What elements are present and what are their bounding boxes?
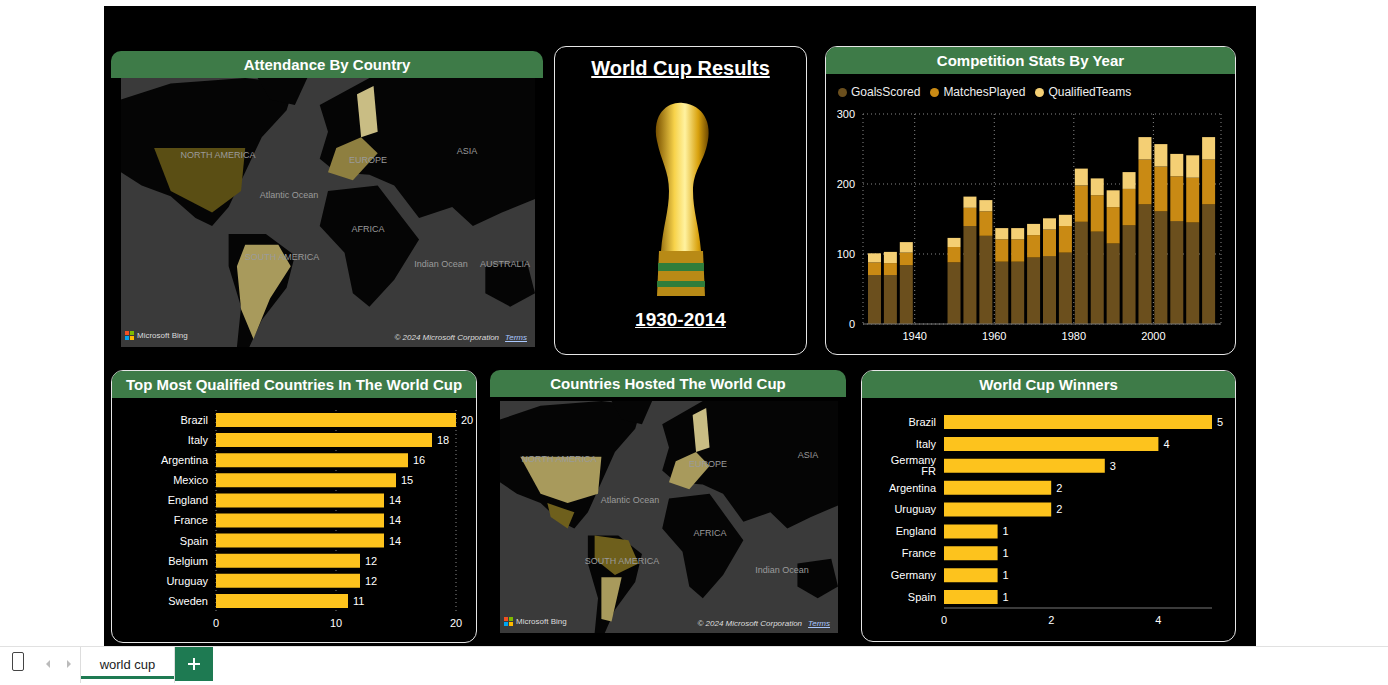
html-text:AFRICA: AFRICA (693, 528, 727, 538)
svg-text:3: 3 (1110, 460, 1116, 472)
html-text:Top Most Qualified Countries I: Top Most Qualified Countries In The Worl… (126, 376, 462, 393)
html-text:GoalsScored: GoalsScored (851, 85, 921, 99)
svg-text:2: 2 (1056, 482, 1062, 494)
html-text:MatchesPlayed: MatchesPlayed (943, 85, 1026, 99)
svg-text:0: 0 (213, 617, 219, 629)
html-text:EUROPE: EUROPE (349, 155, 387, 165)
svg-text:Sweden: Sweden (168, 595, 208, 607)
svg-text:1: 1 (1003, 525, 1009, 537)
svg-text:France: France (902, 547, 936, 559)
html-text:Indian Ocean: Indian Ocean (755, 565, 809, 575)
svg-text:300: 300 (837, 108, 855, 120)
html-text:QualifiedTeams: QualifiedTeams (1048, 85, 1132, 99)
svg-text:Germany: Germany (891, 569, 937, 581)
html-text:World Cup Winners: World Cup Winners (979, 376, 1118, 393)
html-text:World Cup Results: World Cup Results (591, 57, 770, 79)
html-text:Atlantic Ocean: Atlantic Ocean (600, 495, 660, 505)
html-text:Competition Stats By Year: Competition Stats By Year (936, 52, 1125, 69)
html-text:Indian Ocean: Indian Ocean (414, 259, 468, 269)
html-text:AFRICA: AFRICA (351, 224, 385, 234)
html-text:ASIA: ASIA (797, 450, 819, 460)
svg-text:14: 14 (389, 514, 401, 526)
svg-text:Italy: Italy (916, 438, 937, 450)
html-text:Attendance By Country: Attendance By Country (243, 56, 411, 73)
svg-text:200: 200 (837, 178, 855, 190)
html-text:AUSTRALIA: AUSTRALIA (480, 259, 530, 269)
html-text:world cup: world cup (99, 657, 156, 672)
svg-text:1: 1 (1003, 569, 1009, 581)
svg-text:2000: 2000 (1141, 330, 1165, 342)
svg-text:2: 2 (1048, 614, 1054, 626)
html-text:EUROPE: EUROPE (689, 459, 727, 469)
svg-text:12: 12 (365, 575, 377, 587)
svg-text:4: 4 (1155, 614, 1161, 626)
svg-text:England: England (896, 525, 936, 537)
svg-text:11: 11 (353, 595, 364, 607)
svg-text:1: 1 (1003, 547, 1009, 559)
svg-text:10: 10 (330, 617, 342, 629)
svg-text:Brazil: Brazil (180, 414, 208, 426)
svg-text:Uruguay: Uruguay (166, 575, 208, 587)
svg-text:18: 18 (437, 434, 449, 446)
html-text:Countries Hosted The World Cup: Countries Hosted The World Cup (550, 375, 786, 392)
html-text:© 2024 Microsoft Corporation: © 2024 Microsoft Corporation (697, 619, 803, 628)
html-text:Microsoft Bing: Microsoft Bing (137, 331, 188, 340)
svg-text:16: 16 (413, 454, 425, 466)
html-text:1930-2014: 1930-2014 (635, 309, 726, 330)
svg-text:14: 14 (389, 494, 401, 506)
html-text:SOUTH AMERICA: SOUTH AMERICA (584, 556, 660, 566)
html-text:© 2024 Microsoft Corporation: © 2024 Microsoft Corporation (394, 333, 500, 342)
svg-text:Italy: Italy (188, 434, 209, 446)
svg-text:Spain: Spain (180, 535, 208, 547)
svg-text:England: England (168, 494, 208, 506)
svg-text:0: 0 (849, 318, 855, 330)
html-text:Terms: Terms (505, 333, 527, 342)
svg-text:2: 2 (1056, 503, 1062, 515)
html-text:NORTH AMERICA: NORTH AMERICA (521, 454, 597, 464)
svg-text:1: 1 (1003, 591, 1009, 603)
svg-text:12: 12 (365, 555, 377, 567)
svg-text:1940: 1940 (902, 330, 926, 342)
svg-text:0: 0 (941, 614, 947, 626)
svg-text:20: 20 (450, 617, 462, 629)
svg-text:Mexico: Mexico (173, 474, 208, 486)
html-text:NORTH AMERICA: NORTH AMERICA (180, 150, 256, 160)
svg-text:100: 100 (837, 248, 855, 260)
svg-text:20: 20 (461, 414, 473, 426)
html-text:Terms: Terms (808, 619, 830, 628)
html-text:SOUTH AMERICA: SOUTH AMERICA (244, 252, 320, 262)
svg-text:4: 4 (1163, 438, 1169, 450)
svg-text:1980: 1980 (1062, 330, 1086, 342)
svg-text:Argentina: Argentina (889, 482, 937, 494)
svg-text:15: 15 (401, 474, 413, 486)
svg-text:5: 5 (1217, 416, 1223, 428)
html-text:Atlantic Ocean: Atlantic Ocean (259, 190, 319, 200)
svg-text:Spain: Spain (908, 591, 936, 603)
svg-text:Uruguay: Uruguay (894, 503, 936, 515)
svg-text:Belgium: Belgium (168, 555, 208, 567)
svg-text:Argentina: Argentina (161, 454, 209, 466)
html-text:Microsoft Bing: Microsoft Bing (516, 617, 567, 626)
svg-text:GermanyFR: GermanyFR (891, 454, 937, 477)
svg-text:Brazil: Brazil (908, 416, 936, 428)
svg-text:1960: 1960 (982, 330, 1006, 342)
html-text:ASIA: ASIA (456, 146, 478, 156)
svg-text:France: France (174, 514, 208, 526)
svg-text:14: 14 (389, 535, 401, 547)
